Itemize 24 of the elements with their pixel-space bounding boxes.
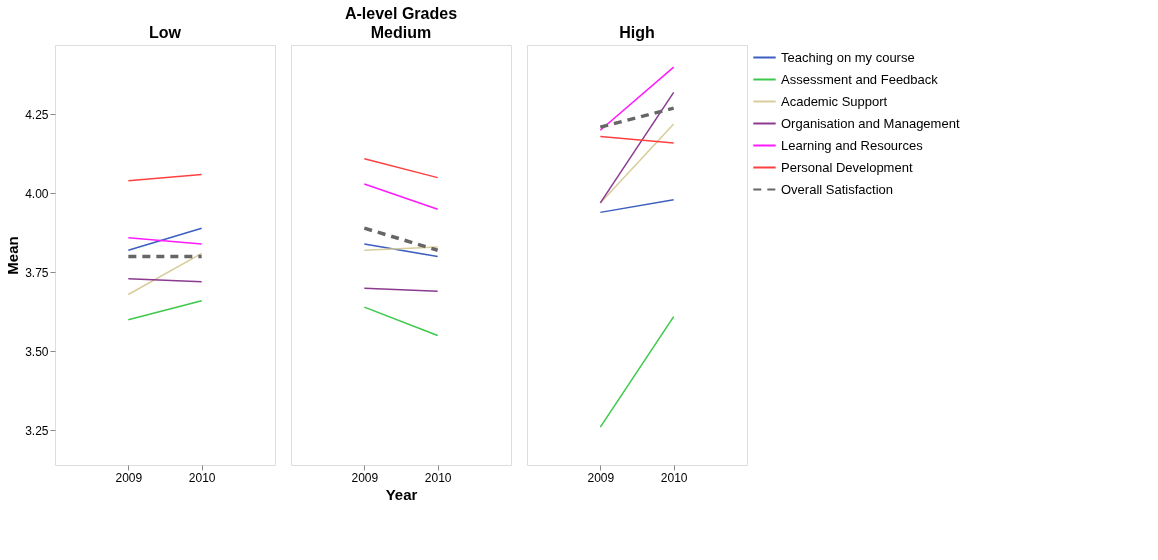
legend-label: Learning and Resources [781, 137, 924, 153]
x-tick-label: 2010 [424, 470, 452, 485]
chart-subtitle: Low [149, 24, 182, 41]
y-tick-label: 3.25 [25, 423, 49, 438]
legend-label: Assessment and Feedback [781, 71, 939, 87]
legend-label: Academic Support [781, 93, 888, 109]
legend-label: Organisation and Management [781, 115, 960, 131]
x-tick-label: 2010 [188, 470, 216, 485]
chart-subtitle: Medium [370, 24, 432, 41]
y-tick-label: 3.50 [25, 344, 49, 359]
chart-title: A-level Grades [344, 5, 458, 22]
chart-subtitle: High [619, 24, 655, 41]
x-tick-label: 2009 [587, 470, 615, 485]
y-tick-label: 4.25 [25, 107, 49, 122]
legend-label: Overall Satisfaction [781, 181, 893, 197]
legend-label: Personal Development [781, 159, 913, 175]
legend-label: Teaching on my course [781, 49, 915, 65]
x-tick-label: 2009 [115, 470, 143, 485]
x-tick-label: 2010 [660, 470, 688, 485]
x-axis-title: Year [385, 485, 418, 503]
y-tick-label: 4.00 [25, 186, 49, 201]
x-tick-label: 2009 [351, 470, 379, 485]
y-tick-label: 3.75 [25, 265, 49, 280]
y-axis-title: Mean [4, 236, 22, 275]
